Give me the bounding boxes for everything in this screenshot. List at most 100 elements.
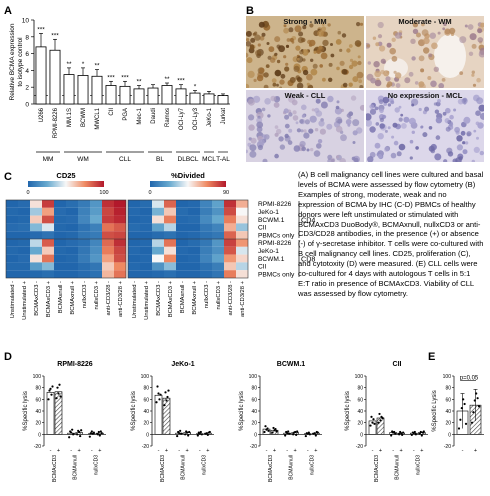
d-category-label: BCMAxCD3 [374, 455, 380, 482]
d-data-point [393, 430, 396, 434]
ihc-cell [266, 42, 270, 45]
ihc-cell [401, 123, 407, 129]
ihc-cell [302, 49, 309, 56]
ihc-cell [369, 126, 376, 133]
c-heatmap-cell [176, 231, 188, 239]
c-heatmap-cell [30, 246, 42, 255]
c-heatmap-cell [114, 223, 126, 232]
ihc-cell [250, 37, 256, 43]
a-bar [217, 95, 229, 105]
ihc-cell [352, 76, 359, 83]
c-heatmap-cell [78, 254, 90, 263]
c-heatmap-cell [78, 200, 90, 208]
ihc-cell [335, 105, 340, 110]
e-data-point [473, 399, 476, 402]
a-significance-mark: ** [164, 76, 170, 83]
d-y-tick-label: -20 [142, 444, 149, 450]
ihc-cell [319, 64, 323, 68]
d-data-point [316, 431, 319, 434]
c-heatmap-cell [102, 254, 114, 263]
d-data-point [196, 434, 199, 437]
d-data-point [401, 433, 404, 437]
ihc-cell [472, 83, 477, 87]
c-heatmap-cell [212, 223, 224, 232]
ihc-cell [435, 135, 441, 140]
d-bar [162, 397, 171, 435]
ihc-cell [409, 156, 413, 160]
d-y-tick-label: 20 [251, 421, 257, 427]
ihc-cell [302, 69, 309, 76]
ihc-cell [459, 71, 464, 75]
c-heatmap-cell [54, 223, 66, 232]
c-heatmap-cell [114, 270, 126, 278]
c-heatmap-cell [140, 239, 152, 247]
a-category-label: OCI-Ly7 [179, 107, 185, 130]
ihc-cell [445, 107, 451, 114]
ihc-cell [423, 47, 430, 54]
ihc-cell [385, 76, 391, 82]
c-heatmap-cell [6, 270, 18, 278]
d-data-point [369, 424, 372, 427]
ihc-cell [350, 95, 357, 101]
c-heatmap-cell [140, 254, 152, 263]
c-row-label: BCWM.1 [258, 217, 285, 224]
c-heatmap-cell [78, 246, 90, 255]
d-data-point [394, 432, 397, 435]
c-heatmap-cell [66, 200, 78, 208]
ihc-cell [335, 39, 342, 45]
ihc-cell [478, 104, 484, 112]
ihc-cell [326, 123, 333, 130]
c-heatmap-cell [224, 200, 236, 208]
ihc-cell [284, 123, 290, 129]
d-data-point [296, 430, 299, 433]
d-y-tick-label: 40 [251, 409, 257, 415]
ihc-cell [397, 124, 401, 127]
d-data-point [180, 432, 183, 435]
d-sign-label: + [57, 448, 60, 454]
c-heatmap-cell [212, 262, 224, 271]
ihc-cell [297, 37, 304, 44]
c-column-label: BCMAxnull + [192, 280, 198, 314]
ihc-cell [374, 70, 382, 78]
ihc-cell [366, 44, 370, 48]
ihc-cell [367, 61, 371, 65]
ihc-cell [341, 68, 348, 75]
d-category-label: BCMAxCD3 [268, 455, 274, 482]
a-y-tick-label: 6 [25, 51, 29, 58]
c-heatmap-cell [18, 262, 30, 271]
c-heatmap-cell [164, 239, 176, 247]
c-heatmap-cell [18, 200, 30, 208]
c-column-label: Unstimulated - [132, 281, 138, 318]
c-heatmap-cell [54, 200, 66, 208]
c-heatmap-cell [152, 239, 164, 247]
c-heatmap-cell [176, 254, 188, 263]
c-heatmap-cell [224, 231, 236, 239]
ihc-cell [284, 114, 290, 120]
d-data-point [263, 430, 266, 434]
ihc-cell [273, 102, 280, 108]
c-heatmap-cell [200, 254, 212, 263]
ihc-cell [287, 140, 293, 145]
ihc-cell [327, 23, 331, 27]
ihc-cell [320, 52, 328, 60]
a-bar [203, 93, 215, 105]
c-heatmap-cell [66, 270, 78, 278]
ihc-label-none: No expression - MCL [387, 91, 463, 100]
d-data-point [413, 430, 416, 434]
d-sign-label: - [50, 448, 52, 454]
ihc-cell [327, 95, 334, 103]
d-y-axis-label: %Specific lysis [239, 391, 245, 431]
d-data-point [80, 429, 83, 432]
c-heatmap-cell [152, 262, 164, 271]
c-heatmap-cell [200, 262, 212, 271]
ihc-cell [479, 112, 484, 120]
ihc-cell [373, 61, 380, 68]
c-heatmap-cell [54, 270, 66, 278]
ihc-cell [268, 46, 275, 53]
d-data-point [267, 429, 270, 432]
d-data-point [188, 430, 191, 434]
ihc-cell [317, 46, 325, 53]
ihc-cell [382, 60, 386, 64]
ihc-cell [366, 119, 372, 127]
